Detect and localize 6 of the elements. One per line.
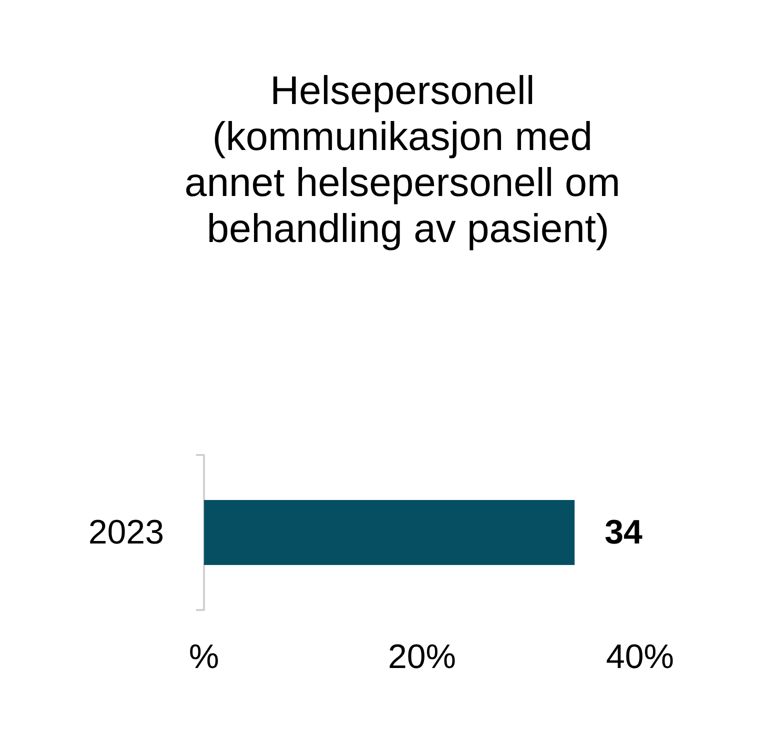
y-tick-label: 2023	[88, 514, 164, 552]
x-tick-label: 40%	[606, 638, 674, 676]
data-label: 34	[604, 514, 643, 552]
x-tick-label: %	[188, 638, 220, 676]
x-tick-label: 20%	[388, 638, 456, 676]
chart-title: Helsepersonell (kommunikasjon med annet helsepersonell om behandling av pasient)	[184, 69, 632, 251]
